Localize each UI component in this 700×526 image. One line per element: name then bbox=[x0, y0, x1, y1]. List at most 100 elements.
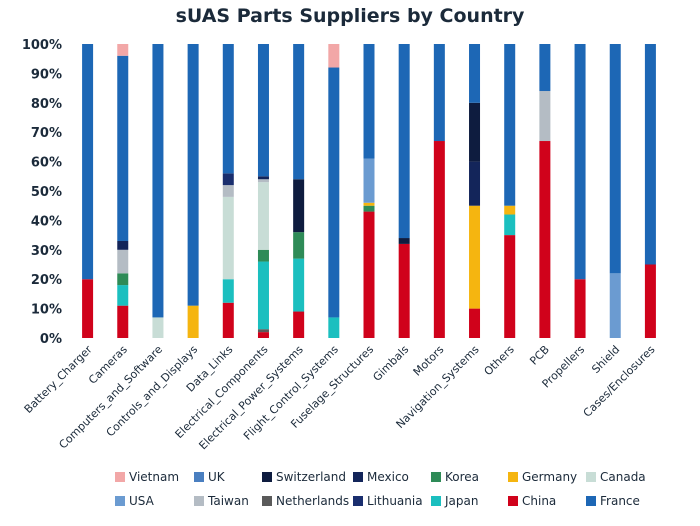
bar-group-others bbox=[504, 44, 516, 338]
bar-segment-data-links-lithuania bbox=[222, 173, 234, 186]
bar-segment-cases-enclosures-france bbox=[644, 44, 656, 265]
legend-label: Canada bbox=[600, 470, 646, 484]
bar-segment-electrical-components-taiwan bbox=[257, 179, 269, 183]
legend-swatch bbox=[115, 496, 125, 506]
legend-label: Switzerland bbox=[276, 470, 346, 484]
legend-swatch bbox=[353, 472, 363, 482]
bar-segment-cameras-china bbox=[117, 305, 129, 338]
bar-segment-electrical-power-systems-china bbox=[293, 311, 305, 338]
legend-label: Mexico bbox=[367, 470, 409, 484]
bar-segment-fuselage-structures-france bbox=[363, 44, 375, 159]
legend-swatch bbox=[262, 472, 272, 482]
bar-group-gimbals bbox=[398, 44, 410, 338]
bar-segment-fuselage-structures-germany bbox=[363, 202, 375, 206]
legend-item-uk: UK bbox=[194, 470, 226, 484]
legend-item-japan: Japan bbox=[431, 494, 478, 508]
y-tick-label: 60% bbox=[31, 156, 62, 171]
bar-segment-data-links-france bbox=[222, 44, 234, 174]
bar-segment-controls-and-displays-france bbox=[187, 44, 199, 306]
bar-segment-others-germany bbox=[504, 205, 516, 215]
legend-label: Korea bbox=[445, 470, 479, 484]
bar-segment-cameras-mexico bbox=[117, 240, 129, 250]
legend-item-china: China bbox=[508, 494, 556, 508]
bar-segment-data-links-canada bbox=[222, 196, 234, 280]
legend-swatch bbox=[194, 496, 204, 506]
bar-segment-electrical-components-japan bbox=[257, 261, 269, 330]
legend-swatch bbox=[508, 496, 518, 506]
bar-segment-computers-and-software-canada bbox=[152, 317, 164, 338]
legend-item-mexico: Mexico bbox=[353, 470, 409, 484]
legend-item-switzerland: Switzerland bbox=[262, 470, 346, 484]
bar-segment-pcb-taiwan bbox=[539, 91, 551, 142]
bars bbox=[82, 44, 656, 338]
y-tick-label: 90% bbox=[31, 67, 62, 82]
bar-segment-cameras-france bbox=[117, 55, 129, 241]
bar-segment-data-links-china bbox=[222, 302, 234, 338]
x-tick-label: Shield bbox=[589, 343, 622, 376]
x-tick-label: Others bbox=[481, 343, 517, 379]
bar-segment-computers-and-software-france bbox=[152, 44, 164, 318]
bar-segment-battery-charger-china bbox=[82, 279, 94, 338]
bar-segment-gimbals-france bbox=[398, 44, 410, 239]
legend-label: Vietnam bbox=[129, 470, 179, 484]
bar-segment-electrical-power-systems-korea bbox=[293, 232, 305, 259]
bar-segment-navigation-systems-china bbox=[469, 308, 481, 338]
bar-group-cases-enclosures bbox=[644, 44, 656, 338]
bar-group-cameras bbox=[117, 44, 129, 338]
legend-swatch bbox=[262, 496, 272, 506]
legend-label: Lithuania bbox=[367, 494, 423, 508]
bar-segment-cameras-korea bbox=[117, 273, 129, 286]
bar-segment-flight-control-systems-france bbox=[328, 67, 340, 318]
bar-group-computers-and-software bbox=[152, 44, 164, 338]
legend-swatch bbox=[586, 472, 596, 482]
bar-segment-shield-france bbox=[609, 44, 621, 274]
y-tick-label: 70% bbox=[31, 126, 62, 141]
bar-segment-data-links-japan bbox=[222, 279, 234, 303]
bar-group-flight-control-systems bbox=[328, 44, 340, 338]
bar-segment-navigation-systems-switzerland bbox=[469, 102, 481, 162]
bar-segment-gimbals-china bbox=[398, 243, 410, 338]
bar-group-data-links bbox=[222, 44, 234, 338]
legend-item-taiwan: Taiwan bbox=[194, 494, 249, 508]
y-tick-label: 0% bbox=[40, 332, 62, 347]
bar-segment-others-france bbox=[504, 44, 516, 206]
bar-segment-motors-france bbox=[433, 44, 445, 142]
bar-group-controls-and-displays bbox=[187, 44, 199, 338]
x-tick-label: Battery_Charger bbox=[22, 343, 95, 416]
bar-segment-motors-china bbox=[433, 141, 445, 338]
bar-group-motors bbox=[433, 44, 445, 338]
bar-segment-pcb-france bbox=[539, 44, 551, 92]
legend-swatch bbox=[353, 496, 363, 506]
bar-group-electrical-components bbox=[257, 44, 269, 338]
bar-segment-electrical-power-systems-switzerland bbox=[293, 179, 305, 233]
bar-group-electrical-power-systems bbox=[293, 44, 305, 338]
legend-label: Japan bbox=[444, 494, 478, 508]
legend-swatch bbox=[431, 496, 441, 506]
bar-group-pcb bbox=[539, 44, 551, 338]
bar-segment-electrical-power-systems-japan bbox=[293, 258, 305, 312]
bar-segment-pcb-china bbox=[539, 141, 551, 338]
legend-swatch bbox=[115, 472, 125, 482]
bar-group-navigation-systems bbox=[469, 44, 481, 338]
legend-item-vietnam: Vietnam bbox=[115, 470, 179, 484]
legend-swatch bbox=[194, 472, 204, 482]
bar-segment-cases-enclosures-china bbox=[644, 264, 656, 338]
bar-segment-navigation-systems-mexico bbox=[469, 161, 481, 206]
legend-item-france: France bbox=[586, 494, 640, 508]
y-tick-label: 20% bbox=[31, 273, 62, 288]
legend-label: Germany bbox=[522, 470, 577, 484]
bar-segment-fuselage-structures-usa bbox=[363, 158, 375, 203]
bar-segment-electrical-power-systems-france bbox=[293, 44, 305, 180]
bar-segment-electrical-components-china bbox=[257, 332, 269, 338]
bar-segment-navigation-systems-france bbox=[469, 44, 481, 103]
legend-item-lithuania: Lithuania bbox=[353, 494, 423, 508]
bar-segment-propellers-china bbox=[574, 279, 586, 338]
legend-item-germany: Germany bbox=[508, 470, 577, 484]
bar-segment-cameras-taiwan bbox=[117, 249, 129, 274]
bar-segment-electrical-components-korea bbox=[257, 249, 269, 262]
x-tick-label: Gimbals bbox=[370, 343, 411, 384]
bar-group-shield bbox=[609, 44, 621, 338]
bar-segment-flight-control-systems-vietnam bbox=[328, 44, 340, 68]
